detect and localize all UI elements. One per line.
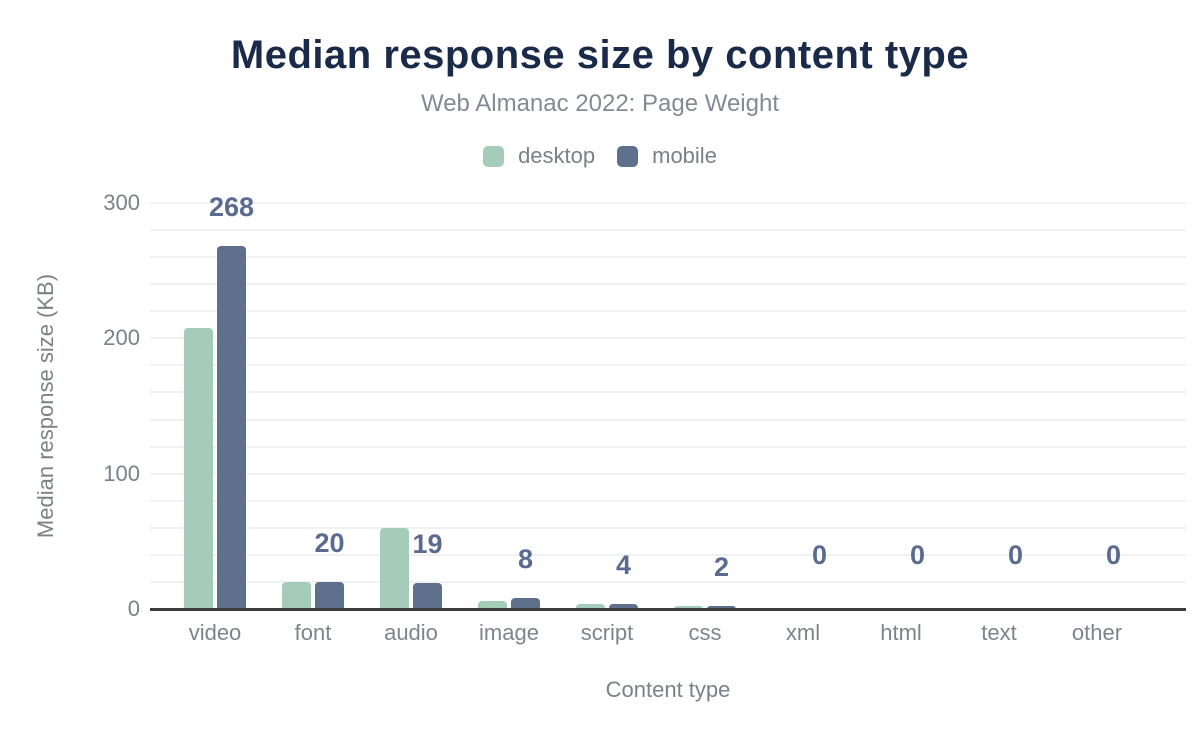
y-axis-title: Median response size (KB) — [33, 273, 58, 539]
gridline — [150, 472, 1186, 475]
value-label-video: 268 — [208, 192, 255, 223]
x-label-script: script — [580, 620, 634, 645]
gridline — [150, 337, 1186, 340]
gridline — [150, 553, 1186, 556]
value-label-css: 2 — [713, 552, 730, 583]
gridline — [150, 283, 1186, 286]
value-label-other: 0 — [1105, 540, 1122, 570]
chart-title: Median response size by content type — [230, 33, 970, 77]
legend-item-desktop[interactable]: desktop — [483, 143, 595, 169]
y-tick-label: 300 — [103, 190, 140, 215]
gridline — [150, 391, 1186, 394]
y-tick-label: 0 — [127, 596, 140, 621]
bar-mobile-font[interactable] — [315, 581, 344, 609]
legend-label: desktop — [518, 143, 596, 168]
x-label-text: text — [981, 620, 1017, 645]
x-label-xml: xml — [785, 620, 821, 645]
value-label-xml: 0 — [811, 540, 828, 570]
value-label-audio: 19 — [412, 529, 443, 560]
y-tick-label: 200 — [103, 325, 140, 351]
bar-desktop-font[interactable] — [282, 581, 311, 609]
legend-item-mobile[interactable]: mobile — [617, 143, 717, 169]
bar-mobile-audio[interactable] — [413, 583, 442, 609]
x-axis-line — [150, 607, 1186, 611]
x-label-font: font — [294, 620, 332, 645]
x-label-audio: audio — [384, 620, 438, 645]
bar-mobile-video[interactable] — [217, 246, 246, 609]
value-label-font: 20 — [314, 527, 345, 558]
bar-desktop-image[interactable] — [478, 600, 507, 609]
bar-desktop-video[interactable] — [184, 327, 213, 609]
value-label-image: 8 — [517, 544, 534, 575]
gridline — [150, 310, 1186, 313]
legend-swatch-mobile — [617, 145, 639, 167]
y-tick-label: 100 — [103, 460, 140, 486]
bar-desktop-script[interactable] — [576, 603, 605, 609]
gridline — [150, 526, 1186, 529]
x-label-other: other — [1071, 620, 1123, 645]
bar-mobile-image[interactable] — [511, 598, 540, 609]
gridline — [150, 364, 1186, 367]
x-label-html: html — [880, 620, 922, 645]
legend-swatch-desktop — [483, 145, 505, 167]
chart-subtitle: Web Almanac 2022: Page Weight — [420, 90, 779, 117]
gridline — [150, 256, 1186, 259]
gridline — [150, 418, 1186, 421]
gridline — [150, 229, 1186, 232]
legend: desktop mobile — [0, 143, 1200, 169]
gridline — [150, 580, 1186, 583]
value-label-text: 0 — [1007, 540, 1024, 570]
legend-label: mobile — [652, 143, 717, 168]
gridline — [150, 499, 1186, 502]
gridline — [150, 202, 1186, 204]
value-label-script: 4 — [615, 549, 632, 580]
gridline — [150, 445, 1186, 448]
x-label-css: css — [688, 620, 722, 645]
bar-mobile-script[interactable] — [609, 603, 638, 609]
x-label-image: image — [479, 620, 539, 645]
x-axis-title: Content type — [605, 677, 731, 702]
x-label-video: video — [188, 620, 242, 645]
bar-desktop-audio[interactable] — [380, 527, 409, 609]
value-label-html: 0 — [909, 540, 926, 570]
